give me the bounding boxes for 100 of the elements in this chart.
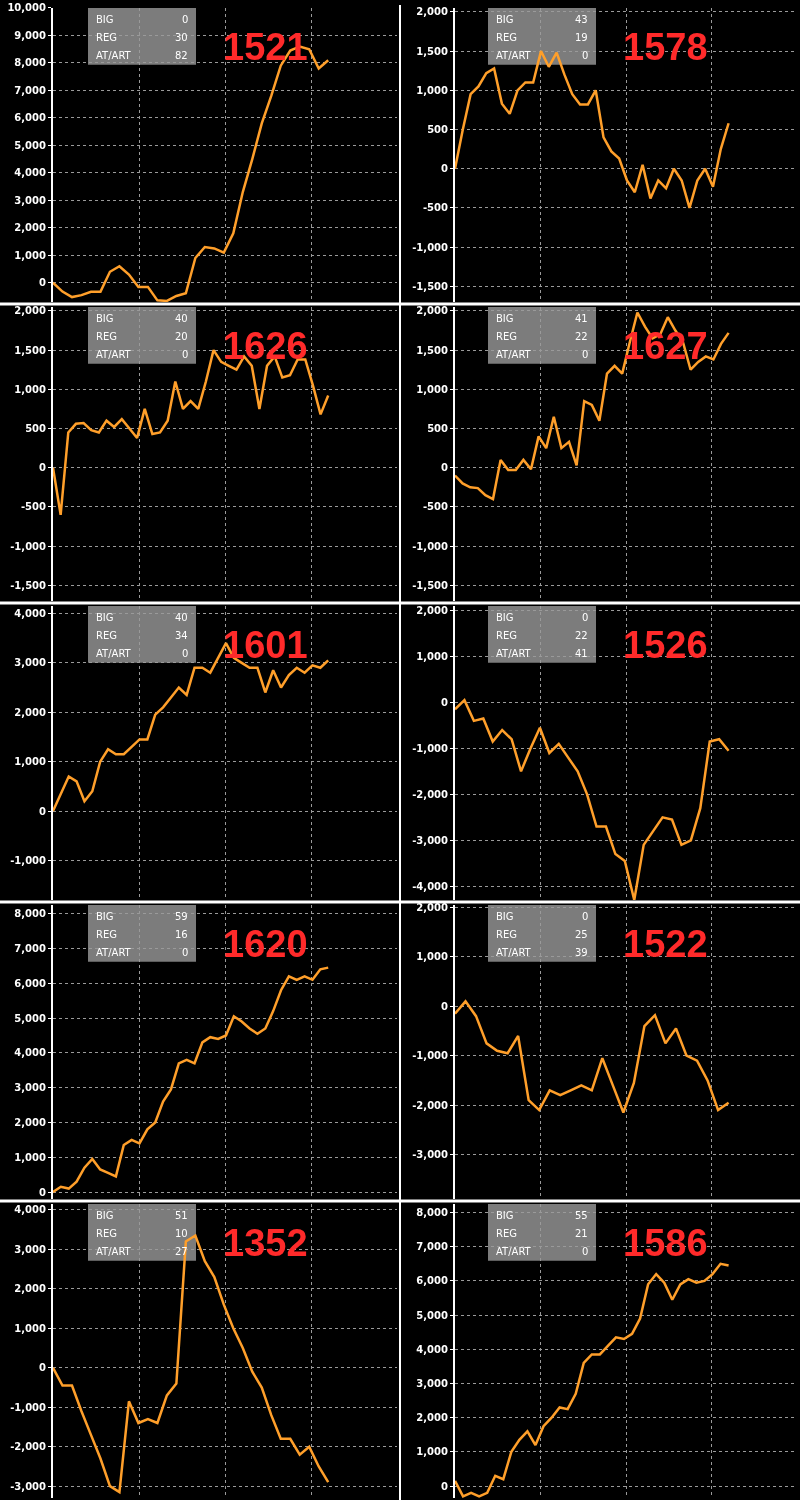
y-tick-label: 2,000 xyxy=(416,1412,449,1424)
y-tick-label: 0 xyxy=(39,805,47,817)
y-tick-label: -3,000 xyxy=(412,834,449,846)
annotation: BIG xyxy=(96,313,114,324)
y-tick-label: 0 xyxy=(441,462,449,474)
annotation: BIG xyxy=(496,313,514,324)
y-tick-label: -1,000 xyxy=(412,1050,449,1062)
annotation: AT/ART xyxy=(496,50,532,61)
y-tick-label: 0 xyxy=(441,163,449,175)
y-tick-label: 0 xyxy=(39,1186,47,1198)
annotation: REG xyxy=(496,929,518,940)
y-tick-label: -1,500 xyxy=(412,280,449,292)
annotation: 0 xyxy=(182,947,189,958)
y-tick-label: 1,500 xyxy=(416,344,449,356)
y-tick-label: -1,000 xyxy=(412,742,449,754)
annotation: 39 xyxy=(575,947,588,958)
annotation: 16 xyxy=(175,929,188,940)
y-tick-label: -1,000 xyxy=(10,540,47,552)
text: 1522 xyxy=(623,923,708,965)
y-tick-label: 2,000 xyxy=(416,901,449,913)
y-tick-label: 1,000 xyxy=(14,383,47,395)
annotation: REG xyxy=(496,32,518,43)
y-tick-label: 6,000 xyxy=(416,1275,449,1287)
annotation: 25 xyxy=(575,929,588,940)
annotation: AT/ART xyxy=(96,50,132,61)
y-tick-label: 4,000 xyxy=(416,1343,449,1355)
y-tick-label: 5,000 xyxy=(14,1012,47,1024)
line-series xyxy=(455,1262,730,1498)
line-series xyxy=(455,698,730,901)
y-tick-label: 3,000 xyxy=(14,1243,47,1255)
y-tick-label: 3,000 xyxy=(14,1082,47,1094)
annotation: AT/ART xyxy=(496,349,532,360)
y-tick-label: 4,000 xyxy=(14,607,47,619)
annotation: 20 xyxy=(175,331,188,342)
y-tick-label: 0 xyxy=(441,1000,449,1012)
annotation: AT/ART xyxy=(496,947,532,958)
annotation: 34 xyxy=(175,630,188,641)
y-tick-label: 1,000 xyxy=(416,951,449,963)
annotation: REG xyxy=(96,630,118,641)
annotation: REG xyxy=(496,331,518,342)
y-tick-label: 2,000 xyxy=(416,605,449,617)
y-tick-label: 8,000 xyxy=(14,908,47,920)
y-tick-label: 1,000 xyxy=(416,383,449,395)
annotation: 30 xyxy=(175,32,188,43)
y-tick-label: 2,000 xyxy=(14,706,47,718)
y-tick-label: -1,500 xyxy=(10,579,47,591)
annotation: REG xyxy=(96,929,118,940)
annotation: BIG xyxy=(96,911,114,922)
annotation: BIG xyxy=(496,911,514,922)
annotation: REG xyxy=(96,32,118,43)
y-tick-label: -2,000 xyxy=(412,1099,449,1111)
y-tick-label: -1,000 xyxy=(10,854,47,866)
y-tick-label: 0 xyxy=(39,1362,47,1374)
annotation: 41 xyxy=(575,313,588,324)
annotation: 40 xyxy=(175,313,188,324)
y-tick-label: 0 xyxy=(39,277,47,289)
annotation: 21 xyxy=(575,1228,588,1239)
annotation: BIG xyxy=(96,14,114,25)
y-tick-label: -500 xyxy=(422,501,449,513)
text: 1526 xyxy=(623,624,708,666)
text: 1601 xyxy=(223,624,308,666)
y-tick-label: -1,000 xyxy=(412,241,449,253)
y-tick-label: 2,000 xyxy=(14,1116,47,1128)
y-tick-label: 1,000 xyxy=(14,756,47,768)
annotation: 51 xyxy=(175,1210,188,1221)
y-tick-label: 6,000 xyxy=(14,112,47,124)
y-tick-label: 500 xyxy=(427,423,449,435)
annotation: 0 xyxy=(582,1246,589,1257)
y-tick-label: -500 xyxy=(422,202,449,214)
y-tick-label: 7,000 xyxy=(14,84,47,96)
y-tick-label: -3,000 xyxy=(10,1480,47,1492)
y-tick-label: 3,000 xyxy=(14,657,47,669)
y-tick-label: 8,000 xyxy=(14,57,47,69)
y-tick-label: 9,000 xyxy=(14,29,47,41)
annotation: 22 xyxy=(575,331,588,342)
y-tick-label: 2,000 xyxy=(14,222,47,234)
y-tick-label: 2,000 xyxy=(416,305,449,317)
text: 1620 xyxy=(223,923,308,965)
annotation: 82 xyxy=(175,50,188,61)
y-tick-label: 3,000 xyxy=(416,1377,449,1389)
text: 1521 xyxy=(223,26,308,68)
y-tick-label: 7,000 xyxy=(14,942,47,954)
annotation: BIG xyxy=(96,1210,114,1221)
annotation: 0 xyxy=(182,14,189,25)
y-tick-label: 5,000 xyxy=(14,139,47,151)
y-tick-label: 7,000 xyxy=(416,1241,449,1253)
y-tick-label: 2,000 xyxy=(416,6,449,18)
y-tick-label: 6,000 xyxy=(14,977,47,989)
y-tick-label: 3,000 xyxy=(14,194,47,206)
y-tick-label: 2,000 xyxy=(14,1283,47,1295)
annotation: BIG xyxy=(496,1210,514,1221)
y-tick-label: 1,000 xyxy=(14,1322,47,1334)
y-tick-label: -1,000 xyxy=(412,540,449,552)
annotation: BIG xyxy=(496,612,514,623)
y-tick-label: -4,000 xyxy=(412,880,449,892)
y-tick-label: 1,500 xyxy=(14,344,47,356)
annotation: 59 xyxy=(175,911,188,922)
annotation: 0 xyxy=(182,648,189,659)
annotation: 0 xyxy=(182,349,189,360)
annotation: 0 xyxy=(582,50,589,61)
